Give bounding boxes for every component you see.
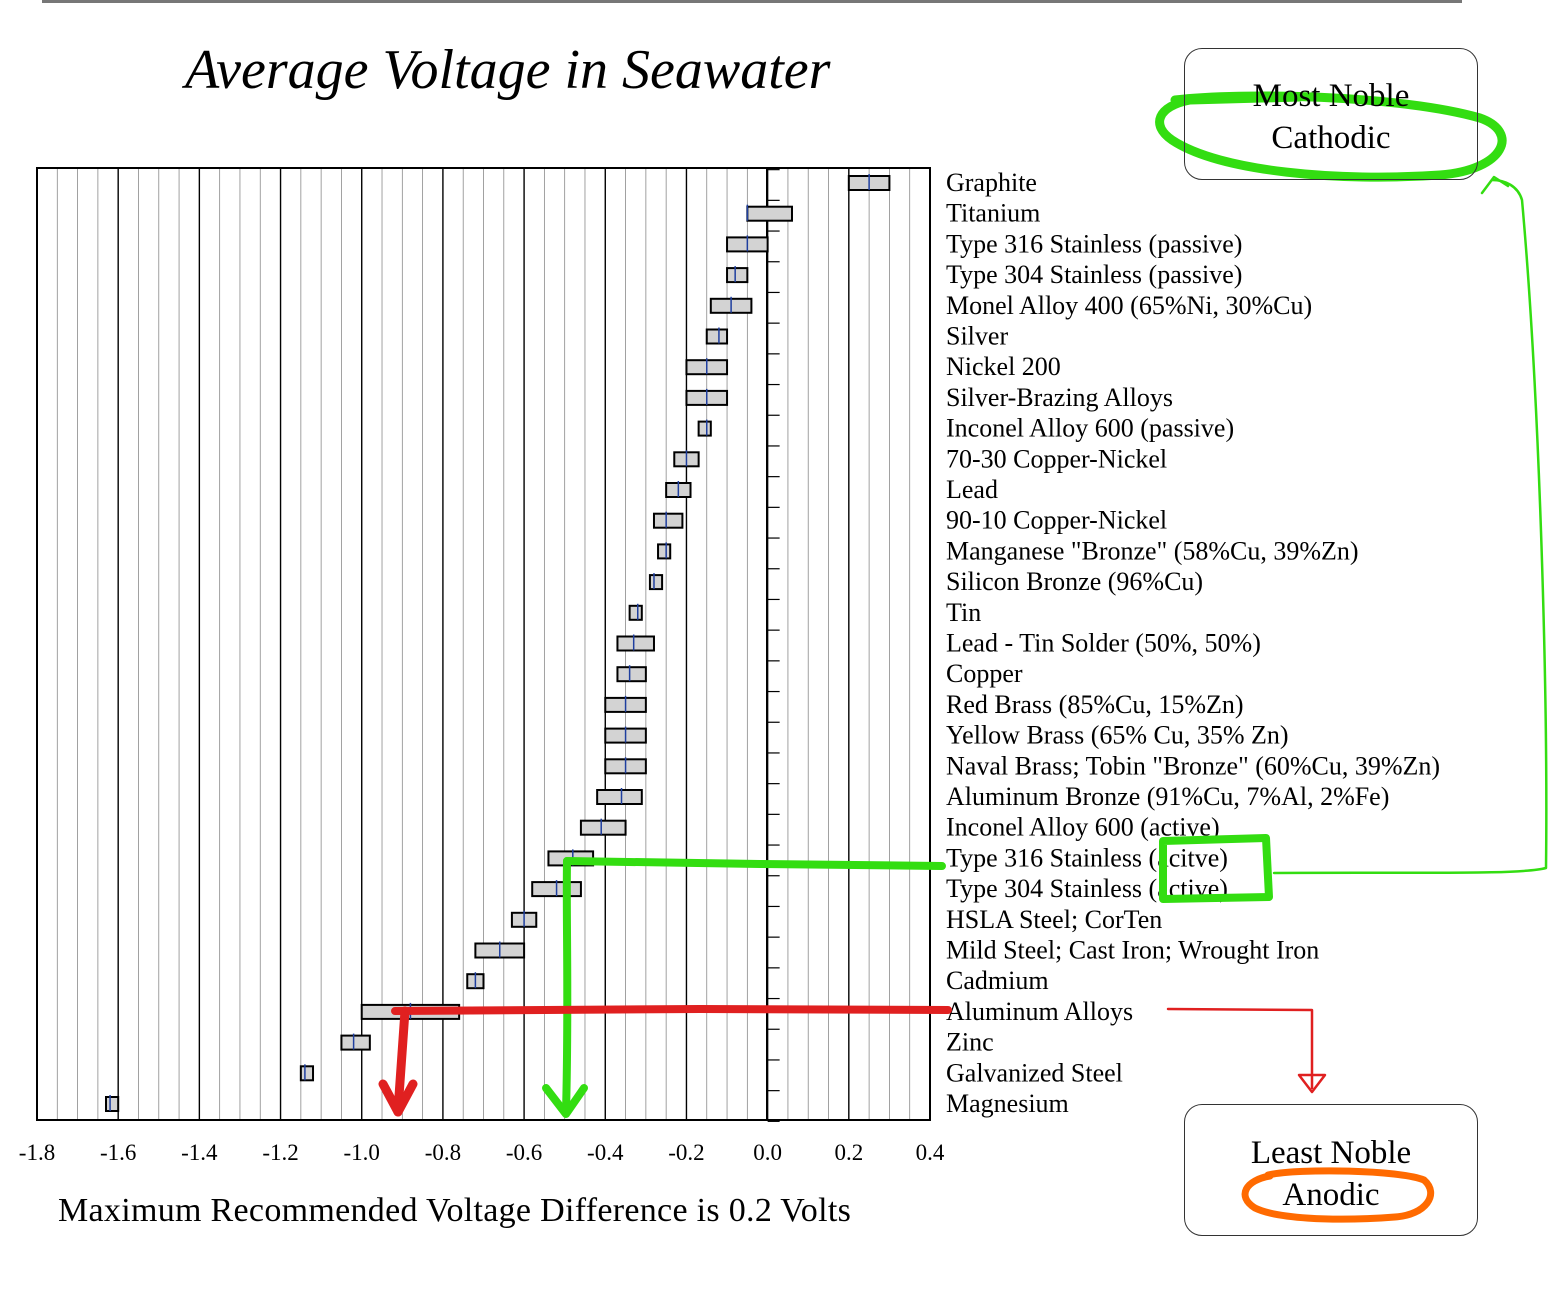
most-noble-box: Most Noble Cathodic bbox=[1184, 48, 1478, 180]
material-label: Manganese "Bronze" (58%Cu, 39%Zn) bbox=[946, 536, 1359, 565]
voltage-range-bar bbox=[726, 267, 749, 284]
x-tick-label: -1.4 bbox=[181, 1140, 218, 1165]
voltage-range-bar bbox=[652, 512, 684, 529]
red-horizontal-line bbox=[391, 1005, 952, 1015]
x-tick-label: -0.8 bbox=[425, 1140, 461, 1165]
x-tick-label: -0.4 bbox=[587, 1140, 624, 1165]
x-tick-label: -1.8 bbox=[19, 1140, 55, 1165]
material-label: Mild Steel; Cast Iron; Wrought Iron bbox=[946, 936, 1319, 965]
material-label: Lead - Tin Solder (50%, 50%) bbox=[946, 629, 1261, 658]
material-label: Zinc bbox=[946, 1028, 994, 1057]
voltage-range-bar bbox=[299, 1065, 315, 1082]
voltage-range-bar bbox=[746, 205, 793, 222]
material-label: Silver bbox=[946, 322, 1008, 351]
green-connector-arrowhead bbox=[1480, 175, 1510, 195]
x-tick-label: -0.6 bbox=[506, 1140, 542, 1165]
red-connector-arrowhead bbox=[1297, 1073, 1327, 1094]
material-label: Galvanized Steel bbox=[946, 1058, 1123, 1087]
material-label: Titanium bbox=[946, 199, 1040, 228]
voltage-range-bar bbox=[616, 635, 655, 652]
chart-title: Average Voltage in Seawater bbox=[185, 39, 831, 101]
material-label: Tin bbox=[946, 598, 981, 627]
voltage-range-bar bbox=[648, 574, 664, 591]
voltage-range-bar bbox=[596, 789, 643, 805]
zero-axis-ticks bbox=[767, 169, 780, 1122]
orange-loop-annotation bbox=[1241, 1167, 1434, 1223]
green-box-annotation bbox=[1159, 834, 1273, 903]
green-arrowhead bbox=[542, 1084, 588, 1118]
material-label: Naval Brass; Tobin "Bronze" (60%Cu, 39%Z… bbox=[946, 751, 1440, 780]
x-tick-label: -1.2 bbox=[262, 1140, 298, 1165]
red-arrowhead bbox=[378, 1079, 418, 1117]
material-label: 70-30 Copper-Nickel bbox=[946, 444, 1167, 473]
x-tick-label: 0.0 bbox=[753, 1140, 782, 1165]
material-label: Type 316 Stainless (passive) bbox=[946, 229, 1242, 258]
material-label: Magnesium bbox=[946, 1089, 1069, 1118]
voltage-range-bar bbox=[579, 819, 627, 836]
x-tick-label: 0.4 bbox=[916, 1140, 945, 1165]
material-label: HSLA Steel; CorTen bbox=[946, 905, 1162, 934]
material-label: Aluminum Bronze (91%Cu, 7%Al, 2%Fe) bbox=[946, 782, 1389, 811]
voltage-range-bar bbox=[628, 604, 643, 621]
material-label: 90-10 Copper-Nickel bbox=[946, 506, 1167, 535]
material-label: Cadmium bbox=[946, 966, 1049, 995]
bar-layer bbox=[105, 174, 891, 1112]
x-tick-label: 0.2 bbox=[834, 1140, 863, 1165]
x-tick-label: -0.2 bbox=[668, 1140, 704, 1165]
material-label: Type 304 Stainless (passive) bbox=[946, 260, 1242, 289]
green-connector-line bbox=[1272, 178, 1548, 875]
x-tick-labels: -1.8 -1.6 -1.4 -1.2 -1.0 -0.8 -0.6 -0.4 -0.2 0.0 0… bbox=[19, 1140, 945, 1165]
material-label: Aluminum Alloys bbox=[946, 997, 1133, 1026]
voltage-range-bar bbox=[697, 420, 712, 437]
material-label: Red Brass (85%Cu, 15%Zn) bbox=[946, 690, 1244, 719]
material-label: Nickel 200 bbox=[946, 352, 1061, 381]
x-tick-label: -1.0 bbox=[344, 1140, 380, 1165]
material-label: Copper bbox=[946, 659, 1023, 688]
material-label: Silicon Bronze (96%Cu) bbox=[946, 567, 1203, 596]
material-label: Silver-Brazing Alloys bbox=[946, 383, 1173, 412]
material-label: Inconel Alloy 600 (passive) bbox=[946, 414, 1234, 443]
material-label: Graphite bbox=[946, 168, 1037, 197]
footer-note: Maximum Recommended Voltage Difference i… bbox=[58, 1192, 852, 1229]
x-tick-label: -1.6 bbox=[100, 1140, 136, 1165]
material-label: Lead bbox=[946, 475, 998, 504]
green-ellipse-annotation bbox=[1155, 91, 1507, 182]
annotations bbox=[378, 91, 1548, 1223]
material-label: Yellow Brass (65% Cu, 35% Zn) bbox=[946, 721, 1289, 750]
least-noble-label: Least Noble bbox=[1250, 1135, 1412, 1171]
voltage-range-bar bbox=[705, 328, 729, 345]
most-noble-label: Most Noble bbox=[1252, 78, 1410, 114]
green-horizontal-line bbox=[563, 857, 946, 870]
material-label: Monel Alloy 400 (65%Ni, 30%Cu) bbox=[946, 291, 1312, 320]
cathodic-label: Cathodic bbox=[1271, 120, 1391, 156]
voltage-range-bar bbox=[105, 1096, 120, 1112]
least-noble-box: Least Noble Anodic bbox=[1184, 1104, 1478, 1236]
page-top-rule bbox=[42, 0, 1462, 3]
voltage-range-bar bbox=[616, 666, 647, 683]
red-connector-line bbox=[1166, 1007, 1314, 1090]
material-label: Type 316 Stainless (acitve) bbox=[946, 843, 1228, 872]
voltage-range-bar bbox=[340, 1034, 371, 1051]
voltage-range-bar bbox=[657, 543, 672, 560]
green-vertical-line bbox=[562, 857, 572, 1116]
plot-frame bbox=[36, 167, 931, 1121]
anodic-label: Anodic bbox=[1282, 1177, 1380, 1213]
